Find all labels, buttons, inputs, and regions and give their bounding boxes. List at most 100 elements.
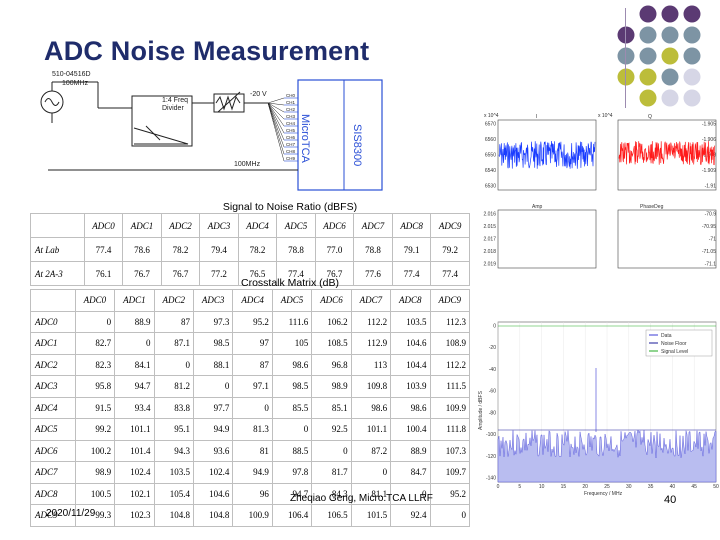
crosstalk-table: ADC0 ADC1 ADC2 ADC3 ADC4 ADC5 ADC6 ADC7 ADC8 ADC9… <box>30 289 470 527</box>
decor-circle <box>683 26 701 44</box>
decor-circle <box>683 89 701 107</box>
table-cell: 76.7 <box>122 261 162 286</box>
table-cell: 79.2 <box>430 237 470 262</box>
table-cell: 103.5 <box>390 310 431 333</box>
decor-circle <box>639 47 657 65</box>
table-cell: 112.9 <box>350 332 392 355</box>
row-header: ADC2 <box>30 353 76 376</box>
table-row: ADC6 100.2 101.4 94.3 93.6 81 88.5 0 87.2 88.9 107… <box>30 439 470 462</box>
attenuator-label: -20 V <box>250 91 267 98</box>
table-cell: 94.9 <box>232 461 273 484</box>
table-cell: 98.6 <box>350 396 392 419</box>
row-header: ADC3 <box>30 375 76 398</box>
table-cell: 102.4 <box>114 461 155 484</box>
tick-label: -70.95 <box>702 224 716 230</box>
channel-label: CH9 <box>286 156 295 161</box>
table-cell: 77.2 <box>199 261 239 286</box>
table-cell: 101.5 <box>350 504 392 527</box>
tick-label: -140 <box>486 476 496 482</box>
i-label: I <box>536 114 537 120</box>
table-cell: 78.8 <box>276 237 316 262</box>
chip-label: SIS8300 <box>351 124 363 166</box>
channel-label: CH0 <box>286 93 295 98</box>
table-row: ADC1 82.7 0 87.1 98.5 97 105 108.5 112.9 104.6 108… <box>30 332 470 355</box>
table-cell: 87 <box>232 353 273 376</box>
legend-signal-level: Signal Level <box>661 349 688 355</box>
row-header: At Lab <box>30 237 85 262</box>
xt-col-header: ADC1 <box>114 289 155 312</box>
table-cell: 88.5 <box>271 439 313 462</box>
tick-label: -70.9 <box>705 212 717 218</box>
table-cell: 111.6 <box>271 310 313 333</box>
tick-label: -71.1 <box>705 262 717 268</box>
sis8300-chip <box>343 79 383 191</box>
table-cell: 92.5 <box>311 418 352 441</box>
channel-label: CH8 <box>286 149 295 154</box>
table-cell: 88.9 <box>390 439 431 462</box>
legend-noise-floor: Noise Floor <box>661 341 687 347</box>
table-cell: 95.1 <box>153 418 194 441</box>
tick-label: 6530 <box>485 184 496 190</box>
test-setup-diagram: 510-04516D 100MHz 1:4 Freq Divider -20 V… <box>40 71 383 191</box>
table-cell: 111.8 <box>429 418 470 441</box>
table-cell: 96.8 <box>311 353 352 376</box>
table-cell: 102.3 <box>114 504 155 527</box>
table-cell: 104.6 <box>390 332 431 355</box>
table-cell: 95.8 <box>74 375 116 398</box>
table-cell: 77.6 <box>353 261 393 286</box>
table-cell: 97.1 <box>232 375 273 398</box>
table-cell: 104.6 <box>192 482 234 505</box>
table-cell: 103.9 <box>390 375 431 398</box>
table-cell: 97 <box>232 332 273 355</box>
q-noise-trace <box>618 141 716 166</box>
table-cell: 100.9 <box>232 504 273 527</box>
decor-circle <box>639 26 657 44</box>
table-cell: 97.8 <box>271 461 313 484</box>
tick-label: 40 <box>670 484 676 490</box>
snr-col-header: ADC8 <box>391 213 432 238</box>
table-cell: 81 <box>232 439 273 462</box>
tick-label: -60 <box>489 389 496 395</box>
table-cell: 77.4 <box>391 261 432 286</box>
table-row: ADC7 98.9 102.4 103.5 102.4 94.9 97.8 81.7 0 84.7… <box>30 461 470 484</box>
snr-col-header: ADC6 <box>314 213 355 238</box>
decor-circle <box>617 68 635 86</box>
freq-label: 100MHz <box>234 161 261 168</box>
snr-col-header: ADC3 <box>199 213 239 238</box>
table-row: At 2A-3 76.1 76.7 76.7 77.2 76.5 77.4 76.7 77.6 7… <box>30 261 470 286</box>
table-cell: 77.4 <box>276 261 316 286</box>
tick-label: 6560 <box>485 137 496 143</box>
table-row: ADC2 82.3 84.1 0 88.1 87 98.6 96.8 113 104.4 112.2 <box>30 353 470 376</box>
channel-label: CH6 <box>286 135 295 140</box>
tick-label: 5 <box>518 484 521 490</box>
spectrum-data-trace <box>497 429 717 483</box>
table-cell: 79.4 <box>199 237 239 262</box>
table-cell: 98.6 <box>390 396 431 419</box>
decor-circle <box>683 68 701 86</box>
table-cell: 100.5 <box>74 482 116 505</box>
table-cell: 109.8 <box>350 375 392 398</box>
xt-col-header: ADC6 <box>311 289 352 312</box>
phase-label: PhaseDeg <box>640 204 664 210</box>
table-cell: 112.2 <box>429 353 470 376</box>
decor-vertical-line <box>625 8 626 108</box>
table-row: At Lab 77.4 78.6 78.2 79.4 78.2 78.8 77.0 78.8 79… <box>30 237 470 262</box>
tick-label: 25 <box>604 484 610 490</box>
decor-circle <box>639 89 657 107</box>
table-cell: 95.2 <box>232 310 273 333</box>
table-cell: 105.4 <box>153 482 194 505</box>
table-cell: 87 <box>153 310 194 333</box>
table-cell: 0 <box>271 418 313 441</box>
snr-col-header: ADC4 <box>237 213 278 238</box>
table-cell: 81.3 <box>232 418 273 441</box>
table-cell: 106.5 <box>311 504 352 527</box>
table-cell: 109.9 <box>429 396 470 419</box>
table-cell: 108.9 <box>429 332 470 355</box>
tick-label: 45 <box>691 484 697 490</box>
row-header: ADC5 <box>30 418 76 441</box>
table-cell: 100.4 <box>390 418 431 441</box>
table-cell: 83.8 <box>153 396 194 419</box>
table-cell: 93.6 <box>192 439 234 462</box>
source-label-1: 510-04516D <box>52 71 91 78</box>
table-cell: 97.3 <box>192 310 234 333</box>
